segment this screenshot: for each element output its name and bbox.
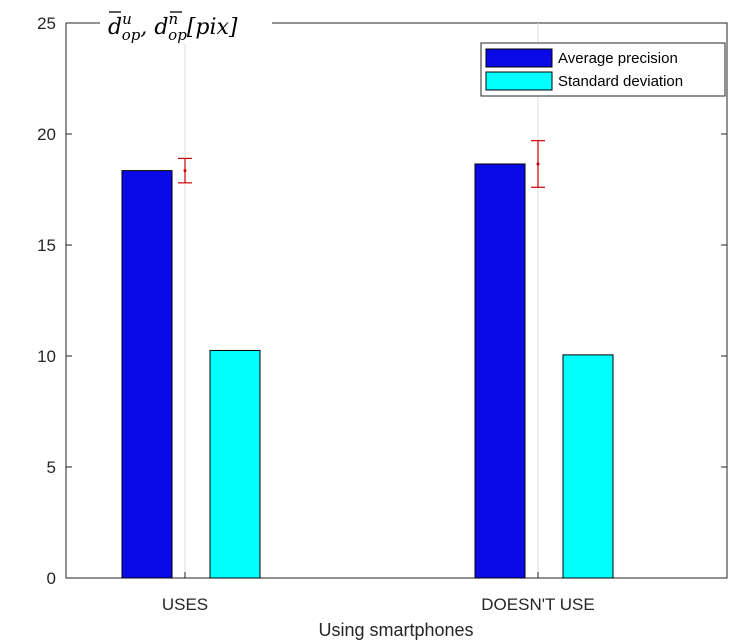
xtick-label-0: USES bbox=[162, 595, 208, 614]
error-bars bbox=[178, 140, 545, 188]
legend-label-0: Average precision bbox=[558, 50, 678, 67]
bar-average-precision-0 bbox=[121, 170, 173, 579]
x-axis-ticks: USES DOESN'T USE bbox=[162, 572, 595, 614]
errorbar-mean-1 bbox=[536, 162, 540, 166]
ylabel-sup1: u bbox=[122, 10, 132, 28]
gridlines bbox=[184, 23, 539, 578]
ytick-label-3: 15 bbox=[37, 236, 56, 255]
legend-swatch-1 bbox=[485, 71, 553, 91]
plot-area bbox=[65, 22, 728, 579]
ylabel-base1: d bbox=[108, 15, 122, 40]
xtick-label-1: DOESN'T USE bbox=[481, 595, 594, 614]
ytick-label-0: 0 bbox=[47, 569, 56, 588]
ytick-label-4: 20 bbox=[37, 125, 56, 144]
x-axis-label: Using smartphones bbox=[318, 620, 473, 640]
bars bbox=[121, 163, 614, 579]
errorbar-mean-0 bbox=[183, 169, 187, 173]
ytick-label-1: 5 bbox=[47, 458, 56, 477]
legend-swatch-0 bbox=[485, 48, 553, 68]
legend: Average precision Standard deviation bbox=[480, 42, 726, 97]
ylabel-sup2: n bbox=[169, 10, 179, 28]
ytick-label-2: 10 bbox=[37, 347, 56, 366]
ylabel-unit: [pix] bbox=[187, 15, 238, 40]
ylabel-sep: , bbox=[140, 15, 154, 40]
bar-standard-deviation-0 bbox=[209, 349, 261, 579]
legend-label-1: Standard deviation bbox=[558, 73, 683, 90]
y-label-background bbox=[100, 6, 272, 44]
bar-standard-deviation-1 bbox=[562, 354, 614, 579]
y-axis-label: du op, dn op[pix] bbox=[108, 10, 238, 44]
ylabel-sub2: op bbox=[168, 26, 187, 44]
ytick-label-5: 25 bbox=[37, 14, 56, 33]
ylabel-sub1: op bbox=[122, 26, 141, 44]
bar-average-precision-1 bbox=[474, 163, 526, 579]
ylabel-base2: d bbox=[154, 15, 168, 40]
y-axis-ticks: 0 5 10 15 20 25 bbox=[37, 14, 727, 588]
